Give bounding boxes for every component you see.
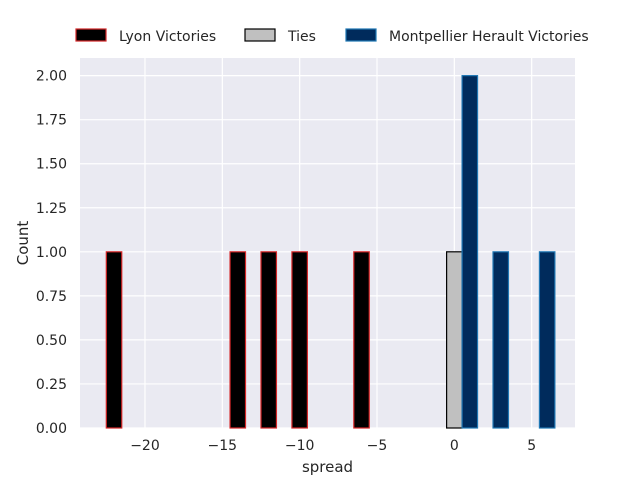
x-tick-label: −10 — [285, 438, 315, 454]
legend-swatch — [75, 28, 107, 42]
y-axis-label: Count — [14, 221, 32, 266]
bar-montpellier-herault-victories — [461, 75, 479, 429]
y-tick-label: 0.25 — [36, 377, 67, 393]
x-tick-label: −20 — [130, 438, 160, 454]
legend-label: Lyon Victories — [119, 29, 216, 45]
legend-label: Montpellier Herault Victories — [389, 29, 589, 45]
bar-lyon-victories — [291, 251, 308, 429]
bar-montpellier-herault-victories — [538, 251, 556, 429]
bar-lyon-victories — [105, 251, 123, 429]
y-tick-label: 0.00 — [36, 421, 67, 437]
y-axis-ticks: 0.00 0.25 0.50 0.75 1.00 1.25 1.50 1.75 2.00 — [36, 69, 67, 437]
x-axis-label: spread — [302, 458, 353, 476]
x-axis-ticks: −20 −15 −10 −5 0 5 — [130, 438, 536, 454]
legend: Lyon Victories Ties Montpellier Herault Vi… — [75, 28, 589, 45]
x-tick-label: 5 — [527, 438, 536, 454]
bars — [105, 75, 556, 429]
x-tick-label: −5 — [367, 438, 388, 454]
bar-montpellier-herault-victories — [492, 251, 510, 429]
y-tick-label: 0.75 — [36, 289, 67, 305]
y-tick-label: 1.25 — [36, 201, 67, 217]
y-tick-label: 1.00 — [36, 245, 67, 261]
legend-label: Ties — [287, 29, 316, 45]
bar-ties — [446, 251, 463, 429]
x-tick-label: 0 — [450, 438, 459, 454]
x-tick-label: −15 — [208, 438, 238, 454]
y-tick-label: 1.75 — [36, 113, 67, 129]
legend-swatch — [345, 28, 377, 42]
legend-swatch — [244, 28, 276, 42]
bar-lyon-victories — [229, 251, 247, 429]
bar-lyon-victories — [260, 251, 278, 429]
y-tick-label: 2.00 — [36, 69, 67, 85]
y-tick-label: 1.50 — [36, 157, 67, 173]
bar-lyon-victories — [353, 251, 370, 429]
y-tick-label: 0.50 — [36, 333, 67, 349]
